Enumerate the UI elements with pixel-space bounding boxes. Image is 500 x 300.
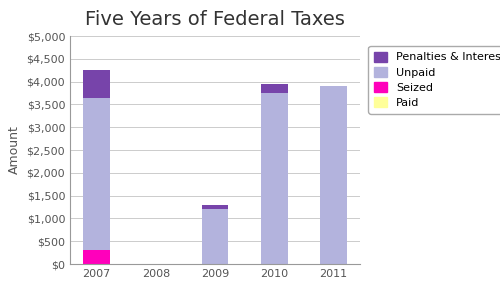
Bar xyxy=(202,205,228,209)
Bar xyxy=(202,209,228,264)
Bar xyxy=(83,250,110,264)
Legend: Penalties & Interest, Unpaid, Seized, Paid: Penalties & Interest, Unpaid, Seized, Pa… xyxy=(368,46,500,114)
Y-axis label: Amount: Amount xyxy=(8,126,21,174)
Bar xyxy=(83,98,110,250)
Bar xyxy=(83,70,110,98)
Bar xyxy=(261,93,287,264)
Bar xyxy=(261,84,287,93)
Title: Five Years of Federal Taxes: Five Years of Federal Taxes xyxy=(85,10,345,29)
Bar xyxy=(320,86,347,264)
